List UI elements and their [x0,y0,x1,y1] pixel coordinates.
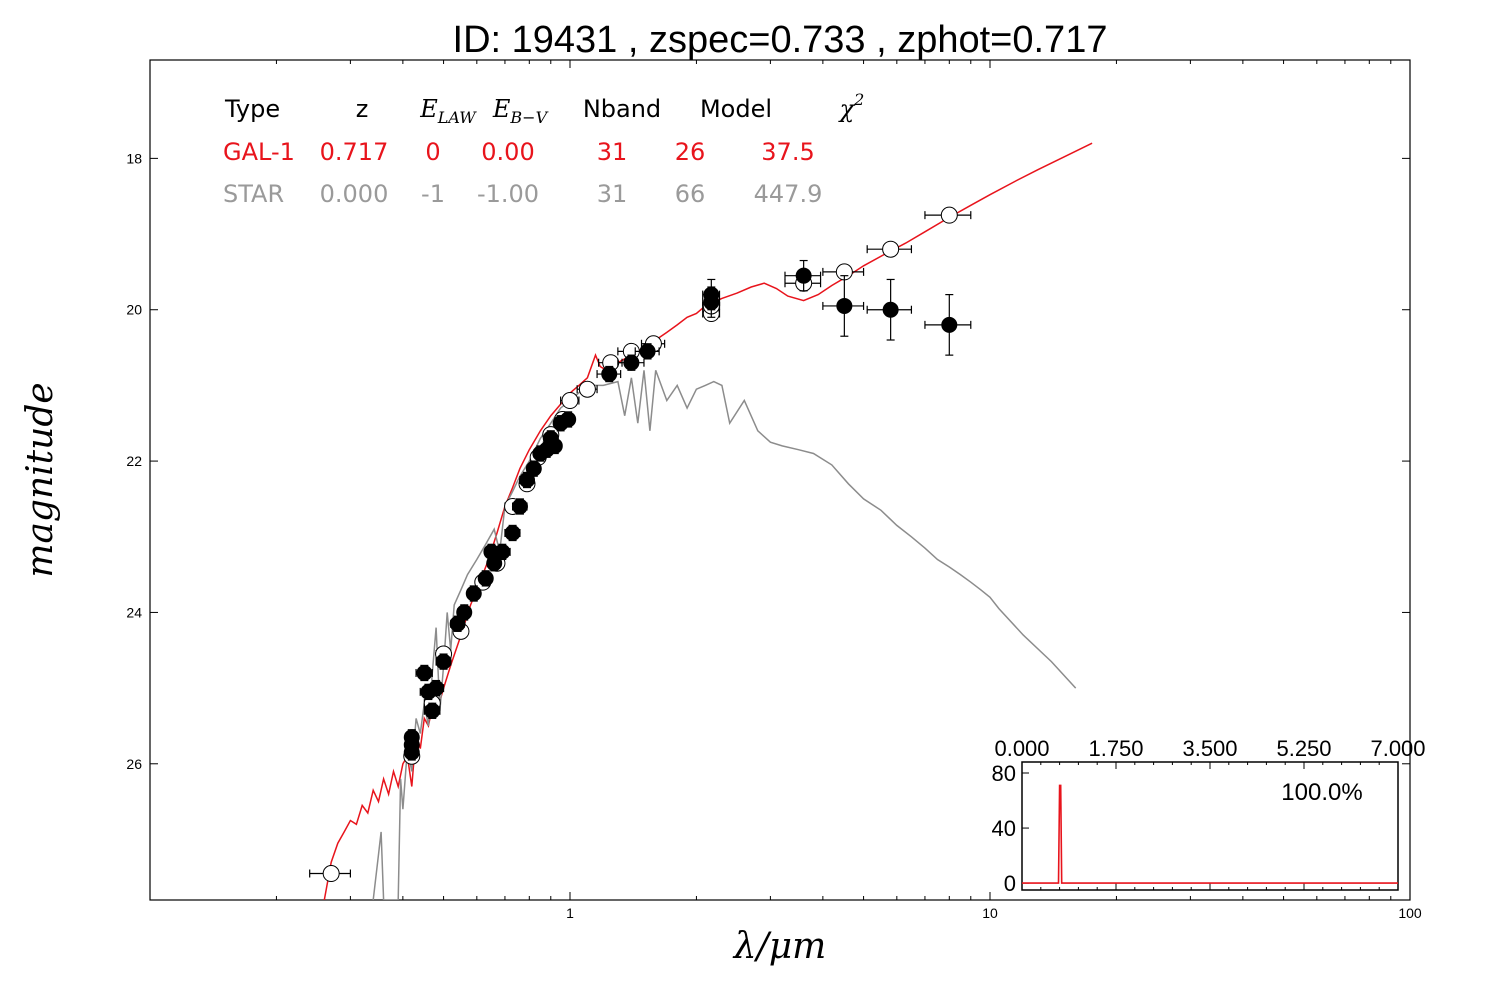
y-tick-label: 18 [126,150,142,166]
table-cell: -1.00 [477,180,539,208]
inset-frame [1021,761,1399,891]
observed-mag-point [560,411,577,428]
table-cell: 66 [675,180,706,208]
model-mag-point [322,865,340,883]
y-tick-label: 22 [126,453,142,469]
table-cell: 31 [597,138,628,166]
table-cell: 447.9 [754,180,823,208]
redshift-pdf-line [1022,784,1398,884]
plot-area [149,59,1411,901]
observed-mag-point [882,301,899,318]
inset-x-tick-label: 3.500 [1182,736,1237,761]
y-axis-ticks: 18 20 22 24 26 [126,150,1410,772]
table-cell: 26 [675,138,706,166]
plot-frame [149,59,1411,901]
fit-table: Type z ELAW EB−V Nband Model χ2 GAL-1 0.717 0 0.00… [223,90,864,208]
observed-mag-point [424,702,441,719]
observed-mag-point [941,316,958,333]
observed-mag-point [456,604,473,621]
inset-x-tick-label: 5.250 [1276,736,1331,761]
y-axis-label: magnitude [20,382,61,577]
y-tick-label: 24 [126,604,142,620]
galaxy-template-line [323,142,1093,900]
redshift-pdf-inset: 0.000 1.750 3.500 5.250 7.000 0 40 80 100.0% [992,736,1426,896]
observed-mag-point [428,680,445,697]
chart-title: ID: 19431 , zspec=0.733 , zphot=0.717 [453,19,1108,61]
model-mag-point [561,392,579,410]
table-cell: 0.000 [320,180,389,208]
table-header: Type [224,95,280,123]
observed-mag-point [703,294,720,311]
series-layer [309,142,1093,900]
observed-mag-point [416,664,433,681]
table-cell: 37.5 [761,138,814,166]
table-header: Model [700,95,772,123]
inset-x-tick-label: 7.000 [1370,736,1425,761]
table-cell: 0 [425,138,440,166]
x-axis-label: λ/μm [732,926,826,967]
table-header: z [356,95,369,123]
model-mag-point [578,380,596,398]
table-header: ELAW [419,95,477,127]
table-cell: 0.00 [481,138,534,166]
table-header: χ2 [838,90,865,123]
inset-annotation: 100.0% [1281,779,1362,806]
observed-mag-point [836,297,853,314]
observed-mag-point [601,366,618,383]
inset-y-tick-label: 80 [992,761,1016,786]
star-template-line [372,370,1077,900]
observed-magnitudes [403,259,972,761]
observed-mag-point [623,354,640,371]
inset-x-tick-label: 0.000 [994,736,1049,761]
observed-mag-point [639,343,656,360]
observed-mag-point [525,460,542,477]
inset-y-tick-label: 40 [992,816,1016,841]
observed-mag-point [504,524,521,541]
observed-mag-point [465,585,482,602]
x-axis-ticks: 1 10 100 [275,60,1422,921]
inset-x-tick-label: 1.750 [1088,736,1143,761]
observed-mag-point [403,744,420,761]
x-tick-label: 1 [566,905,574,921]
table-cell: 31 [597,180,628,208]
observed-mag-point [511,498,528,515]
observed-mag-point [435,653,452,670]
x-tick-label: 100 [1398,905,1422,921]
model-mag-point [882,240,900,258]
table-cell: 0.717 [320,138,389,166]
observed-mag-point [494,543,511,560]
model-mag-point [940,206,958,224]
y-tick-label: 20 [126,302,142,318]
observed-mag-point [477,570,494,587]
y-tick-label: 26 [126,756,142,772]
table-header: Nband [583,95,661,123]
inset-y-tick-label: 0 [1004,871,1016,896]
table-cell: GAL-1 [223,138,295,166]
x-tick-label: 10 [982,905,998,921]
observed-mag-point [795,267,812,284]
observed-mag-point [546,437,563,454]
table-cell: STAR [223,180,284,208]
model-magnitudes [309,206,972,883]
table-cell: -1 [421,180,445,208]
table-header: EB−V [492,95,549,127]
